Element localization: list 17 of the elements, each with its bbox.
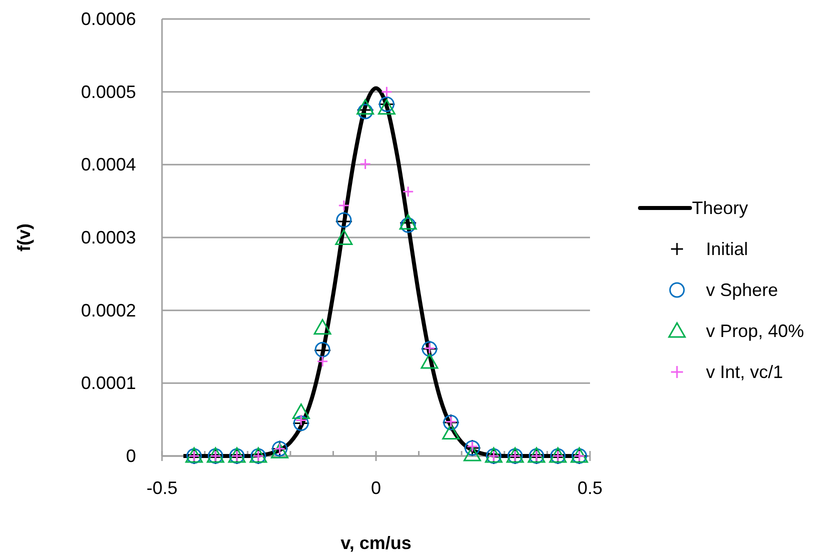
y-tick-label: 0.0002 xyxy=(80,300,136,320)
y-tick-label: 0.0001 xyxy=(80,373,136,394)
x-tick-label: 0 xyxy=(370,478,382,498)
y-tick-label: 0.0005 xyxy=(80,82,136,102)
y-tick-label: 0.0006 xyxy=(80,9,136,29)
x-axis-title: v, cm/us xyxy=(340,533,412,553)
x-tick-label: -0.5 xyxy=(146,478,178,498)
legend-label: v Int, vc/1 xyxy=(706,362,784,382)
legend-label: Theory xyxy=(692,198,748,218)
x-tick-label: 0.5 xyxy=(577,478,603,498)
legend-label: Initial xyxy=(706,239,748,259)
legend-label: v Prop, 40% xyxy=(706,321,804,341)
y-tick-label: 0.0003 xyxy=(80,228,136,248)
legend-label: v Sphere xyxy=(706,280,778,300)
y-axis-title: f(v) xyxy=(14,224,34,252)
y-tick-label: 0 xyxy=(126,446,136,466)
y-tick-label: 0.0004 xyxy=(80,154,136,175)
